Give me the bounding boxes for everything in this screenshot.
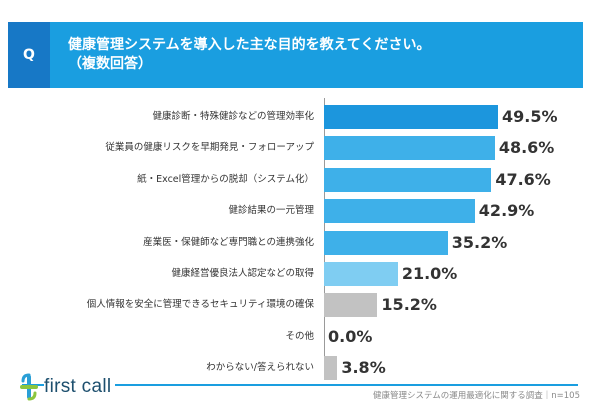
category-label: 紙・Excel管理からの脱却（システム化） <box>137 173 314 185</box>
bar <box>324 167 492 192</box>
category-label: 産業医・保健師など専門職との連携強化 <box>143 236 314 248</box>
value-label: 42.9% <box>478 201 535 221</box>
value-label: 35.2% <box>451 232 508 252</box>
brand-logo: first call <box>18 372 116 402</box>
value-label: 21.0% <box>401 264 458 283</box>
bar <box>324 356 338 381</box>
value-label: 47.6% <box>495 169 551 189</box>
category-label: 健康診断・特殊健診などの管理効率化 <box>152 111 314 122</box>
category-label: 健康経営優良法人認定などの取得 <box>171 268 314 279</box>
question-line-2: （複数回答） <box>68 56 152 72</box>
value-label: 49.5% <box>502 107 558 126</box>
bar <box>324 293 378 318</box>
survey-source-note: 健康管理システムの運用最適化に関する調査｜n=105 <box>373 391 580 401</box>
bar <box>324 230 448 255</box>
category-label: 健診結果の一元管理 <box>228 205 314 217</box>
category-label: わからない/答えられない <box>206 362 314 374</box>
first-call-logo-icon <box>20 373 38 401</box>
value-label: 48.6% <box>498 138 555 158</box>
category-label: 個人情報を安全に管理できるセキュリティ環境の確保 <box>86 299 314 311</box>
question-header: Q 健康管理システムを導入した主な目的を教えてください。 （複数回答） <box>8 22 583 88</box>
question-text: 健康管理システムを導入した主な目的を教えてください。 （複数回答） <box>50 22 583 88</box>
bar <box>324 105 498 129</box>
bar <box>324 136 495 161</box>
value-label: 15.2% <box>381 295 437 315</box>
question-badge: Q <box>8 22 50 88</box>
brand-name: first call <box>44 376 116 398</box>
footer-divider <box>22 384 578 386</box>
question-badge-label: Q <box>23 47 35 63</box>
bar <box>324 262 398 286</box>
question-line-1: 健康管理システムを導入した主な目的を教えてください。 <box>68 37 431 53</box>
value-label: 3.8% <box>341 358 386 378</box>
category-label: その他 <box>285 330 314 342</box>
value-label: 0.0% <box>328 326 373 346</box>
bar <box>324 199 475 224</box>
category-label: 従業員の健康リスクを早期発見・フォローアップ <box>105 142 314 154</box>
